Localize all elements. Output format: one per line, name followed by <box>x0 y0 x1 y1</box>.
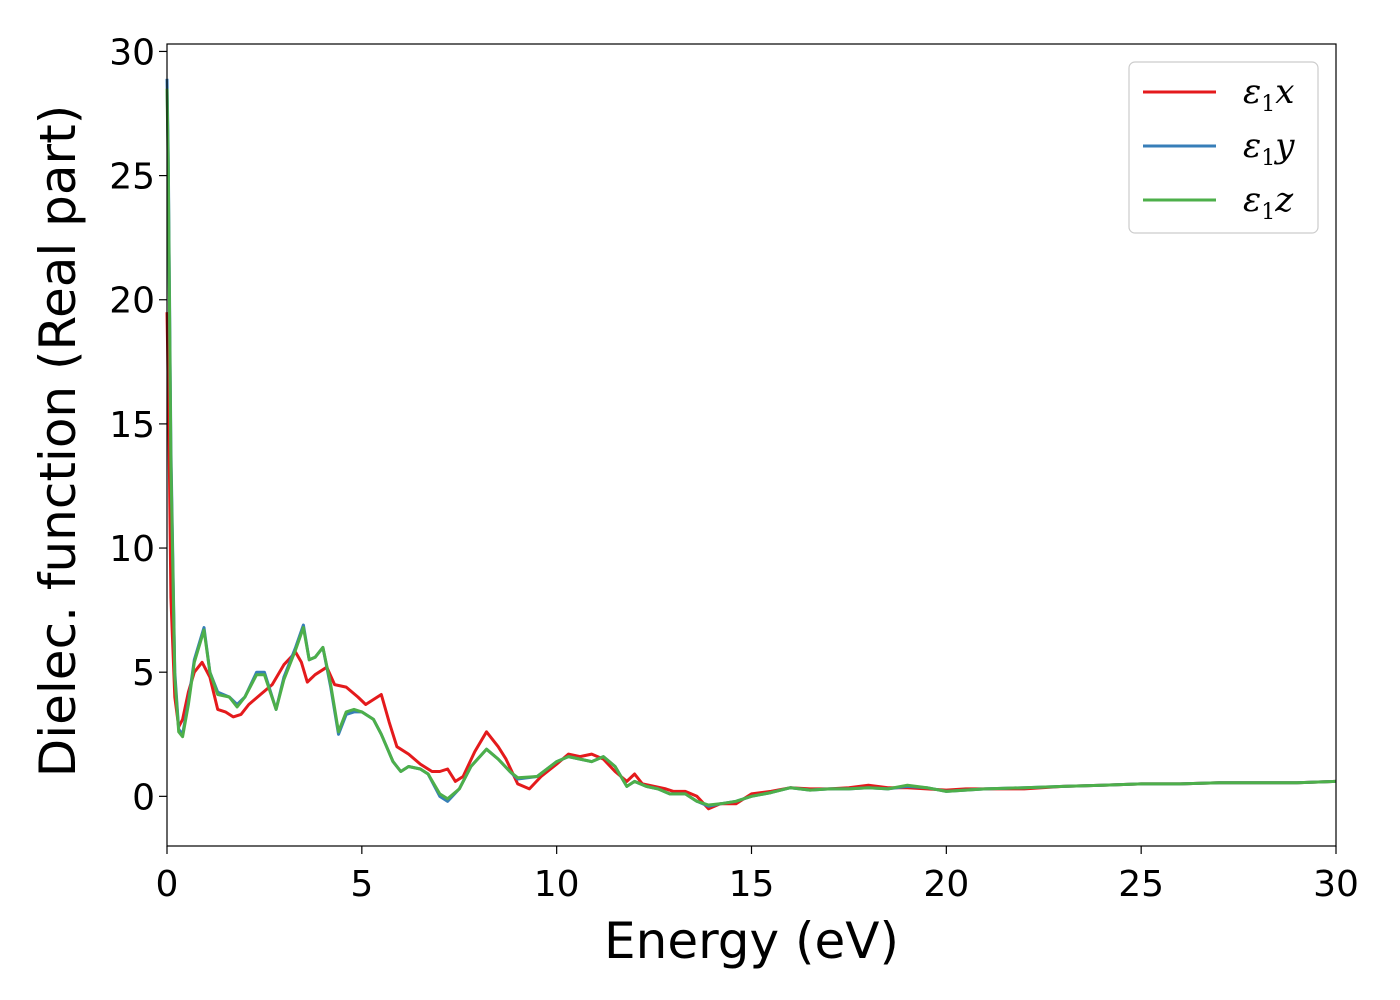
legend: ε1x ε1y ε1z <box>1128 61 1319 234</box>
y-tick-label: 0 <box>132 777 155 818</box>
x-tick-label: 5 <box>350 864 373 905</box>
x-tick-label: 30 <box>1313 864 1359 905</box>
y-tick-label: 30 <box>109 32 155 73</box>
legend-label-y: ε1y <box>1243 126 1295 171</box>
legend-label-z: ε1z <box>1243 180 1294 225</box>
series-layer <box>165 78 1337 811</box>
y-tick-label: 5 <box>132 653 155 694</box>
y-tick-label: 25 <box>109 157 155 198</box>
legend-box <box>1128 61 1319 234</box>
plot-frame <box>166 43 1337 847</box>
x-axis-ticks: 0 5 10 15 20 25 30 <box>156 846 1359 905</box>
x-axis-label: Energy (eV) <box>604 912 899 970</box>
y-tick-label: 10 <box>109 529 155 570</box>
x-tick-label: 10 <box>534 864 580 905</box>
x-tick-label: 25 <box>1118 864 1164 905</box>
series-line-z <box>165 88 1337 807</box>
x-tick-label: 20 <box>923 864 969 905</box>
y-axis-ticks: 0 5 10 15 20 25 30 <box>109 32 167 818</box>
y-axis-label: Dielec. function (Real part) <box>29 105 87 777</box>
x-tick-label: 15 <box>729 864 775 905</box>
y-tick-label: 20 <box>109 281 155 322</box>
x-tick-label: 0 <box>156 864 179 905</box>
series-line-x <box>165 312 1337 811</box>
y-tick-label: 15 <box>109 405 155 446</box>
legend-label-x: ε1x <box>1243 72 1294 117</box>
